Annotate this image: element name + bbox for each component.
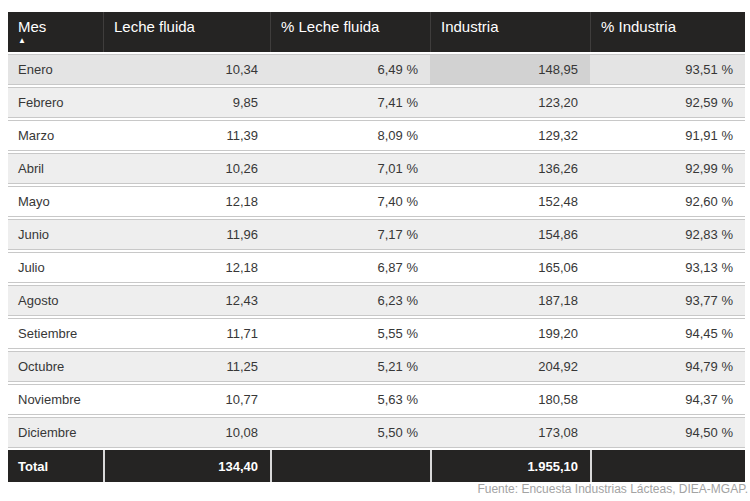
value-cell[interactable]: 5,63 % <box>270 384 430 415</box>
value-cell[interactable]: 6,49 % <box>270 54 430 85</box>
column-header-mes[interactable]: Mes▲ <box>8 12 103 52</box>
value-cell[interactable]: 93,77 % <box>590 285 745 316</box>
value-cell[interactable]: 7,01 % <box>270 153 430 184</box>
value-cell[interactable]: 91,91 % <box>590 120 745 151</box>
table-row-diciembre[interactable]: Diciembre10,085,50 %173,0894,50 % <box>8 417 745 448</box>
total-row: Total134,40 1.955,10 <box>8 450 745 482</box>
value-cell[interactable]: 12,18 <box>103 186 270 217</box>
value-cell[interactable]: 10,26 <box>103 153 270 184</box>
month-cell[interactable]: Mayo <box>8 186 103 217</box>
month-cell[interactable]: Octubre <box>8 351 103 382</box>
value-cell[interactable]: 7,17 % <box>270 219 430 250</box>
column-header-leche-fluida[interactable]: Leche fluida <box>103 12 270 52</box>
table-row-setiembre[interactable]: Setiembre11,715,55 %199,2094,45 % <box>8 318 745 349</box>
month-cell[interactable]: Diciembre <box>8 417 103 448</box>
month-cell[interactable]: Noviembre <box>8 384 103 415</box>
source-caption: Fuente: Encuesta Industrias Lácteas, DIE… <box>477 482 748 496</box>
value-cell[interactable]: 12,43 <box>103 285 270 316</box>
value-cell[interactable]: 187,18 <box>430 285 590 316</box>
column-header-label: % Leche fluida <box>281 18 379 35</box>
column-header-industria[interactable]: Industria <box>430 12 590 52</box>
column-header-industria[interactable]: % Industria <box>590 12 745 52</box>
value-cell[interactable]: 94,79 % <box>590 351 745 382</box>
value-cell[interactable]: 204,92 <box>430 351 590 382</box>
table-footer: Total134,40 1.955,10 <box>8 450 745 482</box>
value-cell[interactable]: 10,77 <box>103 384 270 415</box>
value-cell[interactable]: 92,59 % <box>590 87 745 118</box>
table-body: Enero10,346,49 %148,9593,51 %Febrero9,85… <box>8 54 745 448</box>
table-row-octubre[interactable]: Octubre11,255,21 %204,9294,79 % <box>8 351 745 382</box>
value-cell[interactable]: 10,08 <box>103 417 270 448</box>
value-cell[interactable]: 136,26 <box>430 153 590 184</box>
data-table: Mes▲ Leche fluida % Leche fluida Industria%… <box>8 10 745 484</box>
value-cell[interactable]: 5,50 % <box>270 417 430 448</box>
value-cell[interactable]: 9,85 <box>103 87 270 118</box>
month-cell[interactable]: Agosto <box>8 285 103 316</box>
value-cell[interactable]: 123,20 <box>430 87 590 118</box>
month-cell[interactable]: Marzo <box>8 120 103 151</box>
value-cell[interactable]: 5,21 % <box>270 351 430 382</box>
table-row-enero[interactable]: Enero10,346,49 %148,9593,51 % <box>8 54 745 85</box>
value-cell[interactable]: 11,25 <box>103 351 270 382</box>
column-header-label: Mes <box>18 18 46 35</box>
value-cell[interactable]: 173,08 <box>430 417 590 448</box>
table-row-febrero[interactable]: Febrero9,857,41 %123,2092,59 % <box>8 87 745 118</box>
value-cell[interactable]: 165,06 <box>430 252 590 283</box>
value-cell[interactable]: 94,45 % <box>590 318 745 349</box>
column-header-label: % Industria <box>601 18 676 35</box>
value-cell[interactable]: 11,71 <box>103 318 270 349</box>
value-cell[interactable]: 8,09 % <box>270 120 430 151</box>
table-row-marzo[interactable]: Marzo11,398,09 %129,3291,91 % <box>8 120 745 151</box>
value-cell[interactable]: 6,87 % <box>270 252 430 283</box>
value-cell[interactable]: 11,39 <box>103 120 270 151</box>
sort-ascending-icon: ▲ <box>18 36 91 45</box>
total-value-cell <box>590 450 745 482</box>
value-cell[interactable]: 93,51 % <box>590 54 745 85</box>
value-cell[interactable]: 7,40 % <box>270 186 430 217</box>
value-cell[interactable]: 6,23 % <box>270 285 430 316</box>
value-cell[interactable]: 92,99 % <box>590 153 745 184</box>
month-cell[interactable]: Enero <box>8 54 103 85</box>
month-cell[interactable]: Abril <box>8 153 103 184</box>
table-row-abril[interactable]: Abril10,267,01 %136,2692,99 % <box>8 153 745 184</box>
table-row-julio[interactable]: Julio12,186,87 %165,0693,13 % <box>8 252 745 283</box>
value-cell[interactable]: 93,13 % <box>590 252 745 283</box>
month-cell[interactable]: Julio <box>8 252 103 283</box>
value-cell[interactable]: 94,37 % <box>590 384 745 415</box>
total-value-cell <box>270 450 430 482</box>
column-header-label: Leche fluida <box>114 18 195 35</box>
value-cell[interactable]: 5,55 % <box>270 318 430 349</box>
value-cell[interactable]: 11,96 <box>103 219 270 250</box>
value-cell[interactable]: 92,60 % <box>590 186 745 217</box>
value-cell[interactable]: 92,83 % <box>590 219 745 250</box>
table-row-mayo[interactable]: Mayo12,187,40 %152,4892,60 % <box>8 186 745 217</box>
value-cell[interactable]: 7,41 % <box>270 87 430 118</box>
column-header-label: Industria <box>441 18 499 35</box>
table-row-agosto[interactable]: Agosto12,436,23 %187,1893,77 % <box>8 285 745 316</box>
value-cell[interactable]: 154,86 <box>430 219 590 250</box>
value-cell[interactable]: 10,34 <box>103 54 270 85</box>
value-cell[interactable]: 129,32 <box>430 120 590 151</box>
column-header-leche-fluida[interactable]: % Leche fluida <box>270 12 430 52</box>
value-cell[interactable]: 94,50 % <box>590 417 745 448</box>
value-cell[interactable]: 12,18 <box>103 252 270 283</box>
total-value-cell: 1.955,10 <box>430 450 590 482</box>
value-cell[interactable]: 152,48 <box>430 186 590 217</box>
value-cell[interactable]: 148,95 <box>430 54 590 85</box>
month-cell[interactable]: Setiembre <box>8 318 103 349</box>
table-row-junio[interactable]: Junio11,967,17 %154,8692,83 % <box>8 219 745 250</box>
value-cell[interactable]: 199,20 <box>430 318 590 349</box>
table-row-noviembre[interactable]: Noviembre10,775,63 %180,5894,37 % <box>8 384 745 415</box>
value-cell[interactable]: 180,58 <box>430 384 590 415</box>
table-header: Mes▲ Leche fluida % Leche fluida Industria%… <box>8 12 745 52</box>
month-cell[interactable]: Junio <box>8 219 103 250</box>
total-label-cell: Total <box>8 450 103 482</box>
header-row: Mes▲ Leche fluida % Leche fluida Industria%… <box>8 12 745 52</box>
report-canvas: Mes▲ Leche fluida % Leche fluida Industria%… <box>0 0 750 501</box>
month-cell[interactable]: Febrero <box>8 87 103 118</box>
total-value-cell: 134,40 <box>103 450 270 482</box>
